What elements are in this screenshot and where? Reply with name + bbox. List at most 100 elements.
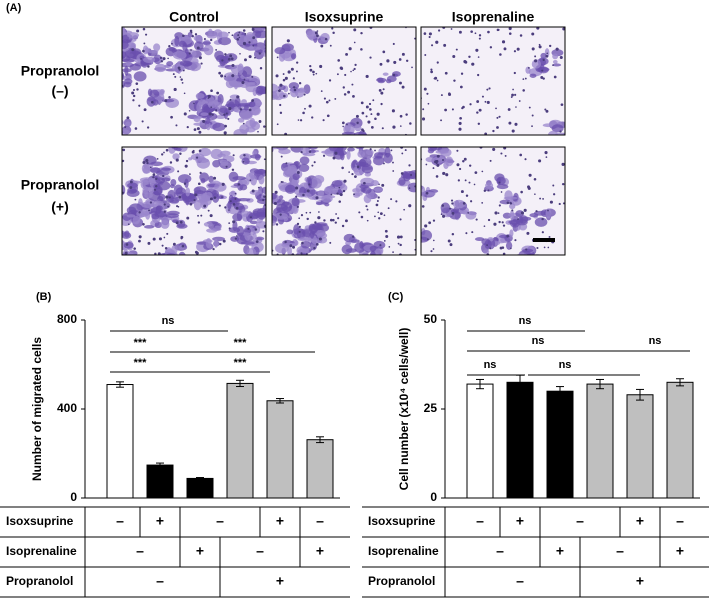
cell (524, 158, 527, 161)
cell (332, 156, 336, 160)
micrograph (421, 27, 565, 135)
cell (434, 76, 438, 80)
cell-cluster (333, 148, 345, 160)
cell (160, 60, 164, 63)
row-title: Propranolol (21, 177, 100, 193)
table-row-label: Isoprenaline (368, 544, 439, 558)
bar (186, 477, 214, 499)
cell (526, 231, 530, 235)
cell-cluster (199, 172, 209, 183)
cell (263, 125, 266, 128)
cell (258, 120, 262, 123)
cell (388, 246, 391, 248)
cell (228, 31, 230, 34)
cell (203, 204, 207, 208)
cell (212, 247, 215, 251)
image-border (420, 146, 566, 256)
cell (179, 76, 182, 78)
cell (237, 183, 241, 186)
cell (280, 181, 283, 183)
cell-cluster (124, 230, 130, 238)
cell (534, 193, 536, 195)
cell (179, 220, 183, 224)
cell (189, 202, 193, 206)
cell (198, 130, 202, 134)
table-cell: – (316, 513, 324, 529)
cell (230, 57, 234, 61)
image-border (121, 26, 267, 136)
cell (423, 87, 427, 91)
cell (378, 217, 381, 220)
cell (314, 221, 317, 224)
bar (266, 400, 294, 499)
cell (254, 56, 256, 59)
cell-cluster (445, 156, 454, 167)
cell (262, 230, 265, 233)
cell (298, 225, 301, 228)
cell (365, 115, 368, 118)
cell (542, 77, 545, 80)
cell (341, 121, 345, 125)
cell-cluster (314, 230, 326, 237)
cell-cluster (241, 66, 253, 78)
cell-cluster (112, 47, 120, 52)
cell (539, 197, 542, 200)
cell (458, 127, 462, 131)
cell-cluster (175, 187, 187, 198)
cell (527, 67, 530, 69)
cell (156, 157, 159, 160)
cell (239, 108, 243, 111)
cell-cluster (352, 188, 361, 194)
cell-cluster (144, 225, 155, 229)
table-cell: – (476, 513, 484, 529)
cell (353, 28, 357, 32)
cell (492, 129, 495, 133)
cell-cluster (369, 250, 376, 255)
cell (468, 181, 471, 184)
cell (510, 247, 512, 250)
cell-cluster (509, 209, 515, 221)
cell (511, 209, 514, 212)
cell (501, 40, 506, 44)
cell (520, 190, 523, 194)
table-cell: + (316, 543, 324, 559)
cell-cluster (205, 238, 212, 249)
cell-cluster (166, 210, 180, 216)
cell (147, 65, 150, 68)
cell (218, 204, 221, 207)
cell (152, 173, 156, 176)
cell (138, 235, 142, 239)
cell (172, 242, 176, 246)
cell-cluster (149, 89, 160, 98)
cell (516, 47, 520, 51)
cell-cluster (255, 236, 265, 241)
cell-cluster (346, 150, 351, 160)
y-tick-label: 25 (424, 401, 438, 415)
cell-cluster (218, 159, 229, 166)
cell-cluster (343, 233, 355, 243)
cell (166, 232, 169, 235)
table-cell: + (196, 543, 204, 559)
cell (296, 205, 299, 209)
cell (432, 219, 436, 222)
cell (390, 149, 393, 152)
cell (561, 162, 565, 166)
cell-cluster (164, 249, 176, 255)
y-tick-label: 0 (70, 490, 77, 504)
cell (401, 85, 405, 89)
cell (469, 164, 472, 167)
cell (308, 104, 312, 108)
cell-cluster (496, 184, 509, 190)
bar (586, 383, 614, 499)
cell (162, 174, 165, 178)
error-bar (116, 381, 124, 388)
cell (519, 153, 523, 157)
cell-cluster (161, 216, 169, 225)
cell (474, 171, 478, 175)
cell-cluster (255, 30, 266, 39)
cell (430, 70, 434, 74)
cell-cluster (136, 210, 149, 218)
cell (514, 93, 517, 96)
cell (298, 82, 302, 85)
cell (208, 112, 212, 116)
